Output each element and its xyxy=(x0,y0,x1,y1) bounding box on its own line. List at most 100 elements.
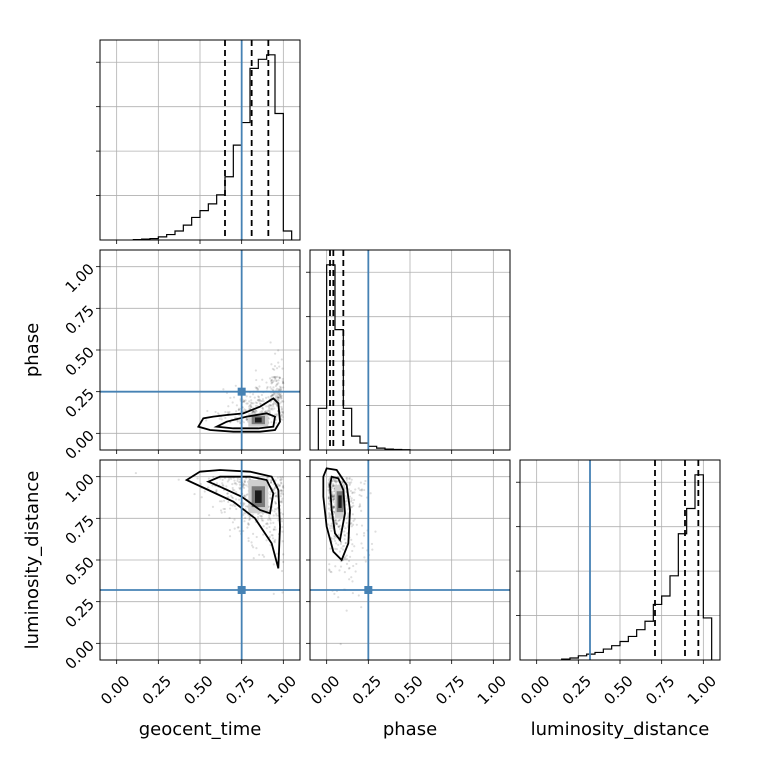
sample-point xyxy=(275,380,278,383)
sample-point xyxy=(342,548,345,551)
sample-point xyxy=(274,421,278,424)
sample-point xyxy=(255,410,258,413)
sample-point xyxy=(351,501,354,505)
sample-point xyxy=(270,394,274,397)
sample-point xyxy=(277,399,280,403)
sample-point xyxy=(237,408,241,411)
sample-point xyxy=(264,410,267,413)
sample-point xyxy=(276,393,279,396)
sample-point xyxy=(222,388,225,391)
sample-point xyxy=(229,504,232,507)
sample-point xyxy=(338,519,341,522)
sample-point xyxy=(226,411,229,414)
sample-point xyxy=(231,483,234,486)
sample-point xyxy=(276,395,279,399)
sample-point xyxy=(270,407,273,410)
sample-point xyxy=(270,382,273,385)
sample-point xyxy=(275,394,278,397)
sample-point xyxy=(339,528,342,531)
sample-point xyxy=(270,534,273,537)
sample-point xyxy=(351,549,354,553)
sample-point xyxy=(243,494,246,497)
sample-point xyxy=(267,518,270,521)
sample-point xyxy=(248,518,251,521)
sample-point xyxy=(277,361,280,364)
sample-point xyxy=(219,477,222,480)
histogram-phase xyxy=(317,264,411,451)
sample-point xyxy=(278,393,281,396)
sample-point xyxy=(250,399,253,402)
sample-point xyxy=(343,556,346,560)
sample-point xyxy=(262,525,265,528)
sample-point xyxy=(350,538,353,541)
contour-luminosity_distance_vs_phase-0 xyxy=(322,467,351,562)
sample-point xyxy=(339,542,343,546)
sample-point xyxy=(231,521,235,524)
sample-point xyxy=(332,498,335,501)
sample-point xyxy=(250,405,253,409)
sample-point xyxy=(258,398,261,402)
sample-point xyxy=(358,503,362,506)
sample-point xyxy=(270,363,273,366)
sample-point xyxy=(360,524,364,527)
sample-point xyxy=(270,380,273,383)
sample-point xyxy=(281,591,284,594)
sample-point xyxy=(339,565,343,568)
sample-point xyxy=(227,500,230,504)
sample-point xyxy=(222,507,225,511)
sample-point xyxy=(332,484,335,488)
sample-point xyxy=(332,501,336,504)
sample-point xyxy=(328,512,331,515)
sample-point xyxy=(278,365,281,368)
sample-point xyxy=(334,547,337,550)
sample-point xyxy=(220,500,223,503)
sample-point xyxy=(271,537,275,540)
sample-point xyxy=(237,498,241,501)
sample-point xyxy=(248,400,251,403)
sample-point xyxy=(327,497,331,500)
sample-point xyxy=(230,477,233,480)
sample-point xyxy=(358,505,361,508)
sample-point xyxy=(273,368,276,371)
sample-point xyxy=(246,417,249,420)
sample-point xyxy=(226,492,229,495)
sample-point xyxy=(254,401,257,404)
sample-point xyxy=(238,487,242,491)
sample-point xyxy=(247,523,250,526)
sample-point xyxy=(244,495,247,498)
sample-point xyxy=(238,407,241,410)
sample-point xyxy=(243,408,246,411)
sample-point xyxy=(273,507,277,511)
sample-point xyxy=(272,376,275,379)
sample-point xyxy=(262,400,265,403)
sample-point xyxy=(272,528,275,531)
sample-point xyxy=(278,396,281,399)
sample-point xyxy=(227,405,230,408)
sample-point xyxy=(358,493,361,497)
sample-point xyxy=(336,480,339,483)
sample-point xyxy=(251,393,255,396)
sample-point xyxy=(267,405,270,408)
sample-point xyxy=(334,481,338,484)
sample-point xyxy=(247,539,250,543)
sample-point xyxy=(338,519,341,522)
frame-luminosity_distance_vs_phase xyxy=(309,459,511,661)
sample-point xyxy=(344,541,347,544)
sample-point xyxy=(345,521,348,525)
joint-panel-luminosity_distance_vs_geocent_time xyxy=(96,459,301,664)
sample-point xyxy=(266,522,269,525)
sample-point xyxy=(275,495,278,498)
sample-point xyxy=(278,388,281,391)
sample-point xyxy=(331,490,334,493)
xlabel-phase: phase xyxy=(383,719,437,740)
sample-point xyxy=(244,409,247,412)
sample-point xyxy=(357,594,360,597)
sample-point xyxy=(259,402,262,405)
sample-point xyxy=(332,495,335,498)
sample-point xyxy=(271,403,275,406)
sample-point xyxy=(278,376,281,379)
sample-point xyxy=(200,496,203,499)
sample-point xyxy=(226,480,229,483)
sample-point xyxy=(251,410,254,414)
density-block-phase_vs_geocent_time-2 xyxy=(255,417,262,423)
